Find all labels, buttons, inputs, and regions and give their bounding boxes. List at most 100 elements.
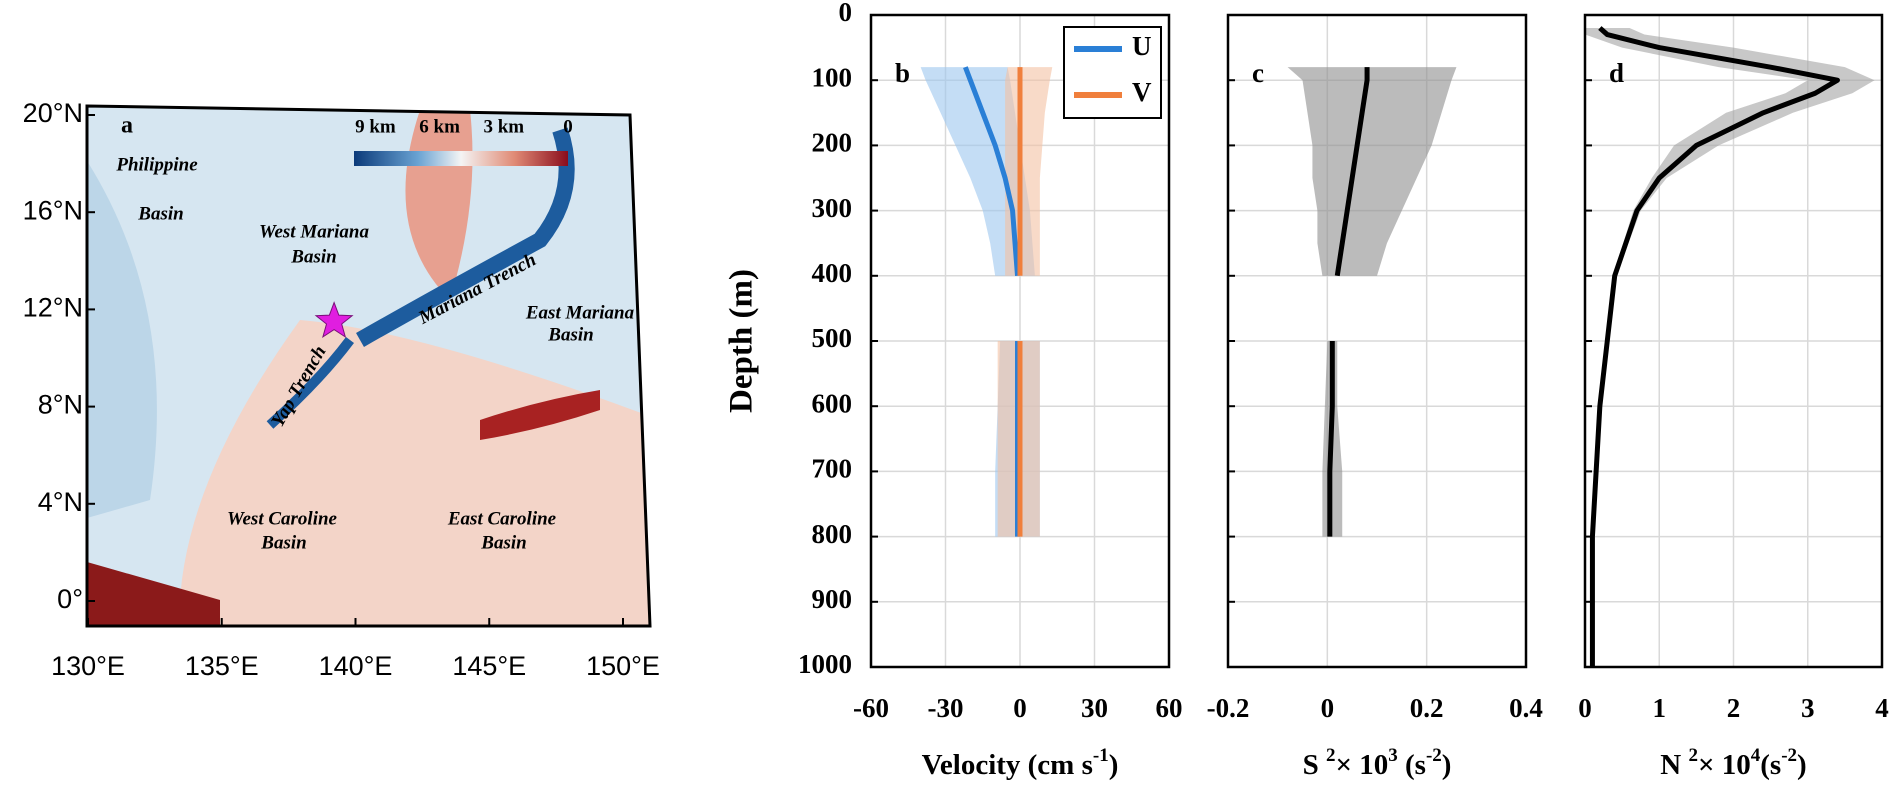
spread-band bbox=[1585, 28, 1875, 668]
profile-line bbox=[1334, 67, 1370, 277]
map-label: Basin bbox=[137, 203, 183, 224]
x-axis-label-part: × 10 bbox=[1698, 749, 1751, 781]
map-label: West Caroline bbox=[227, 508, 338, 529]
x-axis-label-part: 4 bbox=[1751, 745, 1761, 766]
y-tick-label: 100 bbox=[812, 62, 853, 92]
x-axis-label-part: (s bbox=[1398, 749, 1426, 781]
y-tick-label: 8°N bbox=[38, 390, 83, 420]
y-tick-label: 300 bbox=[812, 193, 853, 223]
x-axis-label-part: -1 bbox=[1093, 745, 1109, 766]
x-axis-label: Velocity (cm s-1) bbox=[922, 745, 1119, 781]
trench bbox=[356, 127, 575, 347]
trench bbox=[266, 336, 354, 429]
x-axis-label: S 2× 103 (s-2) bbox=[1303, 745, 1452, 781]
y-tick-label: 12°N bbox=[23, 293, 83, 323]
x-axis-label-part: Velocity (cm s bbox=[922, 749, 1093, 781]
y-tick-label: 900 bbox=[812, 584, 853, 614]
y-tick-label: 200 bbox=[812, 128, 853, 158]
site-star bbox=[314, 301, 354, 339]
legend-label: U bbox=[1132, 31, 1152, 61]
x-tick-label: 0 bbox=[1013, 693, 1027, 723]
y-tick-label: 20°N bbox=[23, 98, 83, 128]
x-axis-label-part: -2 bbox=[1426, 745, 1442, 766]
map-frame bbox=[85, 104, 652, 628]
y-tick-label: 16°N bbox=[23, 195, 83, 225]
shelf bbox=[87, 560, 220, 626]
x-axis-label: N 2× 104(s-2) bbox=[1660, 745, 1806, 781]
y-tick-label: 0° bbox=[57, 584, 83, 614]
plot-frame bbox=[1583, 13, 1884, 669]
plot-frame bbox=[1226, 13, 1528, 669]
y-tick-label: 1000 bbox=[798, 649, 852, 679]
x-tick-label: 1 bbox=[1653, 693, 1667, 723]
y-axis-label: Depth (m) bbox=[724, 269, 760, 413]
x-axis-label-part: ) bbox=[1797, 749, 1807, 781]
colorbar-label: 9 km bbox=[355, 116, 396, 137]
y-tick-label: 800 bbox=[812, 519, 853, 549]
profile-panel: 0 1 2 3 4dN 2× 104(s-2) bbox=[1578, 13, 1889, 781]
map-label: Basin bbox=[260, 532, 306, 553]
x-tick-label: -30 bbox=[928, 693, 964, 723]
colorbar bbox=[354, 151, 568, 166]
spread-band bbox=[1287, 67, 1457, 276]
x-tick-label: 145°E bbox=[452, 651, 526, 681]
map-label: Basin bbox=[290, 246, 336, 267]
spread-band bbox=[1005, 67, 1053, 276]
x-axis-label-part: (s bbox=[1760, 749, 1781, 781]
panel-label: d bbox=[1609, 58, 1624, 88]
profile-line bbox=[963, 66, 1021, 276]
profile-panel: -60 -30 0 30 6001002003004005006007008009001… bbox=[724, 0, 1183, 781]
colorbar-label: 6 km bbox=[419, 116, 460, 137]
map-label: Basin bbox=[547, 324, 593, 345]
x-tick-label: 0 bbox=[1578, 693, 1592, 723]
panel-label: b bbox=[895, 58, 910, 88]
x-tick-label: -60 bbox=[853, 693, 889, 723]
map-label: West Mariana bbox=[259, 221, 369, 242]
x-axis-label-part: ) bbox=[1109, 749, 1119, 781]
x-axis-label-part: 2 bbox=[1688, 745, 1698, 766]
legend-label: V bbox=[1132, 77, 1152, 107]
x-tick-label: 4 bbox=[1875, 693, 1889, 723]
colorbar-label: 0 bbox=[563, 116, 573, 137]
x-axis-label-part: 3 bbox=[1388, 745, 1398, 766]
x-tick-label: 2 bbox=[1727, 693, 1741, 723]
x-tick-label: 60 bbox=[1156, 693, 1183, 723]
x-tick-label: 150°E bbox=[586, 651, 660, 681]
profile-panel: -0.2 0 0.2 0.4 c S 2× 103 (s-2) bbox=[1207, 13, 1543, 781]
x-tick-label: 30 bbox=[1081, 693, 1108, 723]
bathymetry bbox=[87, 106, 650, 626]
map-panel: a Philippine Basin West Mariana Basin Ma… bbox=[23, 98, 660, 681]
y-tick-label: 500 bbox=[812, 323, 853, 353]
map-label: East Mariana bbox=[525, 302, 635, 323]
colorbar-label: 3 km bbox=[483, 116, 524, 137]
y-tick-label: 600 bbox=[812, 388, 853, 418]
y-tick-label: 700 bbox=[812, 454, 853, 484]
y-tick-label: 400 bbox=[812, 258, 853, 288]
map-label: Philippine bbox=[115, 154, 198, 175]
legend-box bbox=[1063, 26, 1162, 119]
profile-line bbox=[1327, 341, 1335, 537]
x-tick-label: 3 bbox=[1801, 693, 1815, 723]
x-axis-label-part: S bbox=[1303, 749, 1326, 781]
x-tick-label: 0.2 bbox=[1410, 693, 1444, 723]
x-axis-label-part: ) bbox=[1442, 749, 1452, 781]
y-tick-label: 0 bbox=[839, 0, 853, 27]
x-tick-label: 135°E bbox=[185, 651, 259, 681]
map-label: East Caroline bbox=[447, 508, 557, 529]
y-tick-label: 4°N bbox=[38, 487, 83, 517]
deep-basin bbox=[87, 150, 157, 520]
x-axis-label-part: × 10 bbox=[1335, 749, 1388, 781]
x-tick-label: 0.4 bbox=[1509, 693, 1543, 723]
panel-label: c bbox=[1252, 58, 1264, 88]
x-tick-label: 130°E bbox=[51, 651, 125, 681]
x-axis-label-part: -2 bbox=[1781, 745, 1797, 766]
map-label: Basin bbox=[480, 532, 526, 553]
x-axis-label-part: N bbox=[1660, 749, 1688, 781]
x-axis-label-part: 2 bbox=[1326, 745, 1336, 766]
panel-label: a bbox=[121, 113, 133, 139]
plot-frame bbox=[869, 13, 1171, 669]
profile-line bbox=[1589, 26, 1840, 667]
x-tick-label: 0 bbox=[1321, 693, 1335, 723]
x-tick-label: 140°E bbox=[319, 651, 393, 681]
